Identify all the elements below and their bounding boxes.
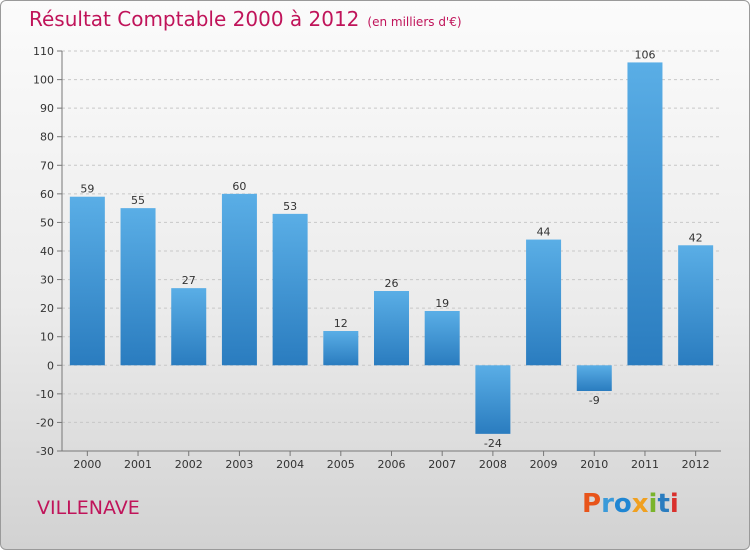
x-tick-label: 2004 — [276, 458, 304, 471]
x-tick-label: 2010 — [580, 458, 608, 471]
y-tick-label: -20 — [36, 416, 54, 429]
proxiti-logo: Proxiti — [582, 489, 679, 519]
bar-2010 — [576, 365, 612, 391]
logo-letter: t — [657, 489, 670, 519]
y-tick-label: 10 — [40, 331, 54, 344]
y-tick-label: 50 — [40, 216, 54, 229]
bar-2006 — [374, 291, 409, 366]
data-label: 26 — [385, 277, 399, 290]
x-tick-label: 2001 — [124, 458, 152, 471]
data-label: 42 — [689, 231, 703, 244]
chart-subtitle: (en milliers d'€) — [367, 15, 462, 29]
data-label: 53 — [283, 200, 297, 213]
logo-letter: o — [613, 489, 632, 519]
city-name: VILLENAVE — [37, 497, 140, 519]
bar-2012 — [678, 245, 714, 366]
data-label: -24 — [484, 437, 502, 450]
data-label: 19 — [435, 297, 449, 310]
logo-letter: x — [631, 489, 649, 519]
bar-layer — [69, 62, 714, 434]
y-tick-label: 100 — [33, 74, 54, 87]
chart-title-text: Résultat Comptable 2000 à 2012 — [29, 7, 360, 31]
data-label: 12 — [334, 317, 348, 330]
x-tick-label: 2006 — [378, 458, 406, 471]
x-tick-label: 2009 — [530, 458, 558, 471]
data-label: -9 — [589, 394, 600, 407]
bar-2009 — [526, 239, 562, 366]
logo-letter: r — [601, 489, 614, 519]
x-tick-label: 2012 — [682, 458, 710, 471]
logo-letter: P — [582, 489, 602, 519]
y-tick-label: -10 — [36, 388, 54, 401]
x-tick-label: 2003 — [225, 458, 253, 471]
y-tick-label: 30 — [40, 274, 54, 287]
bar-2004 — [272, 213, 308, 366]
data-label: 27 — [182, 274, 196, 287]
x-tick-label: 2007 — [428, 458, 456, 471]
data-label: 44 — [537, 226, 551, 239]
y-tick-label: 90 — [40, 102, 54, 115]
logo-letter: i — [669, 489, 679, 519]
bar-2011 — [627, 62, 663, 366]
bar-2005 — [323, 331, 359, 366]
bar-2008 — [475, 365, 511, 434]
bar-2000 — [69, 196, 105, 366]
x-tick-label: 2002 — [175, 458, 203, 471]
y-tick-label: -30 — [36, 445, 54, 458]
x-tick-label: 2000 — [73, 458, 101, 471]
bar-2001 — [120, 208, 156, 366]
bar-2007 — [424, 311, 460, 366]
label-layer: 59 55 27 60 53 12 26 19 -24 44 -9 106 42 — [80, 48, 702, 449]
bar-2003 — [221, 193, 257, 366]
y-tick-label: 40 — [40, 245, 54, 258]
data-label: 59 — [80, 183, 94, 196]
axis-layer: -30 -20 -10 0 10 20 30 40 50 60 70 80 90 100 110 2000 20… — [33, 45, 721, 471]
y-tick-label: 60 — [40, 188, 54, 201]
y-tick-label: 20 — [40, 302, 54, 315]
y-tick-label: 70 — [40, 159, 54, 172]
bar-2002 — [171, 288, 207, 366]
y-tick-label: 110 — [33, 45, 54, 58]
x-tick-label: 2008 — [479, 458, 507, 471]
x-tick-label: 2011 — [631, 458, 659, 471]
y-tick-label: 0 — [47, 359, 54, 372]
data-label: 106 — [634, 48, 655, 61]
x-tick-label: 2005 — [327, 458, 355, 471]
data-label: 60 — [232, 180, 246, 193]
y-tick-label: 80 — [40, 131, 54, 144]
grid-layer — [62, 50, 721, 452]
logo-letter: i — [648, 489, 658, 519]
data-label: 55 — [131, 194, 145, 207]
chart-title: Résultat Comptable 2000 à 2012 (en millie… — [29, 7, 462, 31]
